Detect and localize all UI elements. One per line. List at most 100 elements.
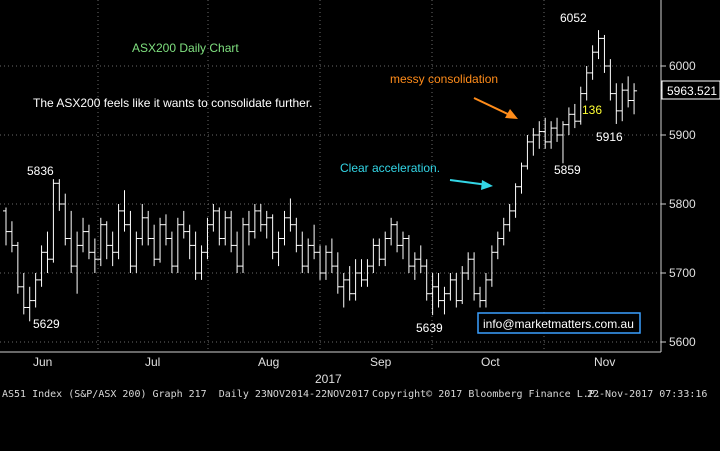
ohlc-bar bbox=[68, 210, 75, 273]
ohlc-bar bbox=[139, 204, 146, 246]
y-axis-ticks: 5600 5700 5800 5900 6000 bbox=[661, 59, 696, 349]
ohlc-bar bbox=[577, 86, 584, 125]
ohlc-bar bbox=[571, 103, 578, 129]
footer-center: Copyright© 2017 Bloomberg Finance L.P. bbox=[372, 389, 601, 400]
ohlc-bar bbox=[145, 210, 152, 246]
ohlc-bar bbox=[162, 214, 169, 246]
footer-left: AS51 Index (S&P/ASX 200) Graph 217 Daily… bbox=[2, 389, 370, 400]
ohlc-bar bbox=[554, 117, 561, 142]
x-tick-label: Sep bbox=[370, 355, 392, 369]
y-tick-label: 5800 bbox=[669, 197, 696, 211]
ohlc-bar bbox=[56, 179, 63, 211]
email-box: info@marketmatters.com.au bbox=[477, 312, 641, 334]
x-tick-label: Jun bbox=[33, 355, 52, 369]
ohlc-bar bbox=[423, 259, 430, 301]
ohlc-bar bbox=[103, 221, 110, 260]
ohlc-bar bbox=[109, 231, 116, 267]
ohlc-bar bbox=[435, 273, 442, 308]
orange-arrow bbox=[473, 97, 518, 119]
ohlc-bar bbox=[388, 217, 395, 246]
ohlc-bar bbox=[482, 273, 489, 308]
ohlc-bar bbox=[121, 190, 128, 232]
ohlc-bar bbox=[613, 83, 620, 124]
ohlc-bar bbox=[494, 231, 501, 260]
ohlc-bar bbox=[115, 204, 122, 260]
ohlc-bar bbox=[311, 224, 318, 260]
ohlc-bar bbox=[263, 210, 270, 239]
cyan-arrow bbox=[449, 179, 493, 190]
ohlc-bar bbox=[269, 214, 276, 260]
ohlc-bar bbox=[50, 179, 57, 263]
ohlc-bar bbox=[488, 245, 495, 287]
ohlc-bar bbox=[518, 162, 525, 194]
y-tick-label: 6000 bbox=[669, 59, 696, 73]
ohlc-bar bbox=[3, 207, 9, 246]
ohlc-bar bbox=[625, 76, 632, 108]
y-tick-label: 5600 bbox=[669, 335, 696, 349]
ohlc-bar bbox=[151, 224, 158, 267]
ohlc-bar bbox=[210, 204, 217, 232]
ohlc-bar bbox=[62, 193, 69, 246]
ohlc-bar bbox=[14, 241, 21, 294]
ohlc-bar bbox=[44, 231, 51, 273]
ohlc-bar bbox=[168, 231, 175, 273]
ohlc-bar bbox=[405, 235, 412, 273]
ohlc-bar bbox=[346, 266, 353, 301]
ohlc-bar bbox=[257, 204, 264, 232]
ohlc-bar bbox=[32, 273, 39, 308]
ohlc-bar bbox=[411, 252, 418, 280]
ohlc-bar bbox=[228, 210, 235, 253]
ohlc-bar bbox=[8, 221, 15, 253]
ohlc-bar bbox=[441, 286, 448, 315]
ohlc-bar bbox=[127, 210, 134, 273]
asx200-chart: 5600 5700 5800 5900 6000 5963.521 Jun Jul Aug S… bbox=[0, 0, 720, 386]
ohlc-bar bbox=[352, 259, 359, 301]
ohlc-bar bbox=[299, 231, 306, 273]
ohlc-bar bbox=[447, 273, 454, 301]
ohlc-bar bbox=[245, 210, 252, 246]
x-tick-label: Nov bbox=[594, 355, 615, 369]
ohlc-bar bbox=[234, 231, 241, 273]
ohlc-bar bbox=[192, 231, 199, 280]
x-axis-labels: Jun Jul Aug Sep Oct Nov bbox=[33, 355, 615, 369]
ohlc-bar bbox=[512, 183, 519, 218]
x-tick-label: Oct bbox=[481, 355, 500, 369]
ohlc-bar bbox=[74, 231, 81, 294]
ohlc-bar bbox=[358, 259, 365, 287]
footer-right: 22-Nov-2017 07:33:16 bbox=[587, 389, 708, 400]
x-tick-label: Jul bbox=[145, 355, 160, 369]
ohlc-bar bbox=[275, 231, 282, 267]
ohlc-bar bbox=[216, 207, 223, 246]
ohlc-bar bbox=[198, 245, 205, 280]
ohlc-bar bbox=[317, 245, 324, 280]
ohlc-bar bbox=[334, 252, 341, 294]
ohlc-bar bbox=[583, 66, 590, 101]
ohlc-bar bbox=[536, 121, 543, 149]
ohlc-bar bbox=[328, 238, 335, 273]
ohlc-bar bbox=[322, 245, 329, 280]
annotation-acceleration: Clear acceleration. bbox=[340, 161, 440, 175]
ohlc-bar bbox=[281, 210, 288, 246]
email-text: info@marketmatters.com.au bbox=[483, 317, 634, 331]
label-5859: 5859 bbox=[554, 163, 581, 177]
label-6052: 6052 bbox=[560, 11, 587, 25]
ohlc-bar bbox=[631, 83, 638, 115]
ohlc-bar bbox=[559, 121, 566, 164]
ohlc-bar bbox=[376, 238, 383, 267]
ohlc-bar bbox=[85, 224, 92, 260]
y-tick-label: 5900 bbox=[669, 128, 696, 142]
ohlc-bar bbox=[382, 231, 389, 267]
ohlc-bar bbox=[619, 83, 626, 122]
chart-title: ASX200 Daily Chart bbox=[132, 41, 239, 55]
ohlc-bar bbox=[465, 252, 472, 280]
label-5836: 5836 bbox=[27, 164, 54, 178]
ohlc-bar bbox=[399, 231, 406, 260]
label-136: 136 bbox=[582, 103, 602, 117]
annotation-consolidation: messy consolidation bbox=[390, 72, 498, 86]
commentary-text: The ASX200 feels like it wants to consol… bbox=[33, 96, 313, 110]
ohlc-bar bbox=[186, 224, 193, 260]
grid-lines bbox=[0, 0, 661, 352]
current-price-label: 5963.521 bbox=[667, 84, 717, 98]
ohlc-bar bbox=[97, 217, 104, 267]
ohlc-bar bbox=[222, 210, 229, 246]
